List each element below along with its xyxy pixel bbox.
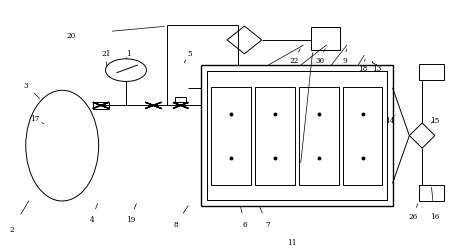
Text: 11: 11 xyxy=(287,239,297,246)
Text: 5: 5 xyxy=(187,49,192,57)
Polygon shape xyxy=(173,103,188,106)
Text: 4: 4 xyxy=(90,215,94,223)
Text: 20: 20 xyxy=(67,32,76,40)
Text: 1: 1 xyxy=(126,49,131,57)
Bar xyxy=(310,28,340,51)
Bar xyxy=(419,185,444,201)
Text: 15: 15 xyxy=(430,117,439,125)
Ellipse shape xyxy=(26,91,99,201)
Bar xyxy=(299,88,339,185)
Text: 14: 14 xyxy=(386,117,395,125)
Bar xyxy=(419,65,444,81)
Bar xyxy=(207,72,387,200)
Text: 30: 30 xyxy=(315,57,324,65)
Bar xyxy=(255,88,295,185)
Text: 6: 6 xyxy=(242,220,247,228)
Polygon shape xyxy=(409,123,435,149)
Polygon shape xyxy=(145,103,161,106)
Text: 16: 16 xyxy=(430,212,439,220)
Text: 19: 19 xyxy=(126,215,135,223)
Circle shape xyxy=(106,59,147,82)
Text: 18: 18 xyxy=(358,64,367,72)
Text: 21: 21 xyxy=(102,49,111,57)
Text: 9: 9 xyxy=(342,57,347,65)
Polygon shape xyxy=(93,106,109,109)
Polygon shape xyxy=(173,106,188,109)
Bar xyxy=(343,88,383,185)
Bar xyxy=(211,88,250,185)
Text: 17: 17 xyxy=(30,114,40,122)
Text: 26: 26 xyxy=(409,212,418,220)
Bar xyxy=(175,98,186,103)
Polygon shape xyxy=(145,106,161,109)
Polygon shape xyxy=(227,27,262,55)
Text: 8: 8 xyxy=(174,220,178,228)
Text: 2: 2 xyxy=(10,225,15,233)
Text: 7: 7 xyxy=(265,220,270,228)
Polygon shape xyxy=(93,103,109,106)
Text: 13: 13 xyxy=(372,64,381,72)
Text: 22: 22 xyxy=(290,57,299,65)
Text: 3: 3 xyxy=(23,82,28,90)
Bar xyxy=(201,66,393,206)
